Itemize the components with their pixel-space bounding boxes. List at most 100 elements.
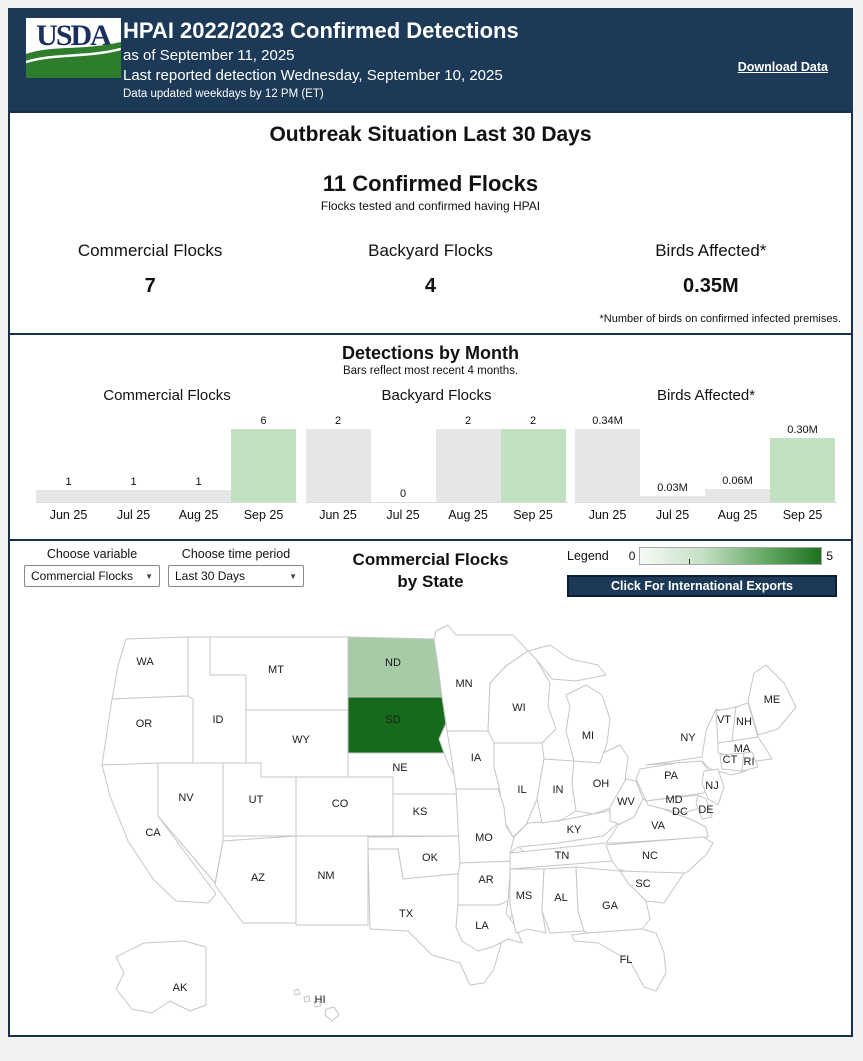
state-hi[interactable] bbox=[313, 1000, 322, 1008]
legend-label: Legend bbox=[567, 549, 609, 563]
state-label-ca: CA bbox=[145, 827, 161, 839]
download-data-link[interactable]: Download Data bbox=[737, 60, 828, 74]
state-label-wi: WI bbox=[512, 702, 525, 714]
state-label-sc: SC bbox=[635, 878, 650, 890]
bar-chart: 0.34M 0.03M 0.06M 0.30M bbox=[575, 410, 837, 503]
state-label-wy: WY bbox=[292, 734, 310, 746]
state-label-nd: ND bbox=[385, 657, 401, 669]
state-label-va: VA bbox=[651, 820, 666, 832]
bar-chart: 1 1 1 6 bbox=[36, 410, 298, 503]
chart-title: Commercial Flocks bbox=[103, 387, 231, 404]
detections-section: Detections by Month Bars reflect most re… bbox=[8, 333, 853, 541]
time-period-select[interactable]: Last 30 Days ▼ bbox=[168, 565, 304, 587]
state-label-or: OR bbox=[136, 718, 153, 730]
state-label-la: LA bbox=[475, 920, 489, 932]
state-hi[interactable] bbox=[324, 1006, 340, 1022]
state-label-sd: SD bbox=[385, 714, 400, 726]
bar-value-label: 1 bbox=[65, 476, 72, 488]
state-label-ky: KY bbox=[567, 824, 582, 836]
us-choropleth-map[interactable]: WA OR CA NV ID MT WY UT AZ NM CO ND SD NE KS OK TX MN IA MO… bbox=[58, 611, 808, 1029]
bar[interactable] bbox=[101, 490, 166, 502]
state-label-id: ID bbox=[213, 714, 224, 726]
month-tick-label: Jul 25 bbox=[116, 508, 151, 522]
map-controls: Choose variable Commercial Flocks ▼ Choo… bbox=[10, 541, 851, 611]
state-va[interactable] bbox=[605, 798, 709, 844]
bar[interactable] bbox=[435, 429, 501, 502]
state-label-ks: KS bbox=[413, 806, 428, 818]
state-or[interactable] bbox=[101, 695, 194, 766]
state-hi[interactable] bbox=[293, 988, 301, 996]
state-ak[interactable] bbox=[115, 940, 207, 1014]
state-mi-up[interactable] bbox=[527, 644, 607, 682]
bar[interactable] bbox=[705, 489, 770, 502]
charts-row: Commercial Flocks 1 1 1 6 Jun 25 Jul 25 Aug 2… bbox=[10, 377, 851, 522]
state-la[interactable] bbox=[455, 900, 523, 952]
month-tick-label: Sep 25 bbox=[513, 508, 553, 522]
state-ga[interactable] bbox=[575, 866, 651, 934]
bar[interactable] bbox=[640, 496, 705, 502]
state-label-nh: NH bbox=[736, 716, 752, 728]
state-label-fl: FL bbox=[620, 954, 633, 966]
state-mo[interactable] bbox=[455, 788, 529, 864]
legend-gradient bbox=[639, 547, 823, 565]
dashboard: USDA HPAI 2022/2023 Confirmed Detections… bbox=[8, 8, 853, 1037]
state-ri[interactable] bbox=[741, 751, 759, 772]
state-nc[interactable] bbox=[605, 836, 714, 876]
confirmed-flocks-subtitle: Flocks tested and confirmed having HPAI bbox=[320, 199, 541, 213]
state-label-ny: NY bbox=[680, 732, 696, 744]
bar-value-label: 0 bbox=[399, 488, 407, 500]
bar-column: 0.06M bbox=[705, 475, 770, 502]
state-mi[interactable] bbox=[565, 684, 611, 764]
bar[interactable] bbox=[575, 429, 640, 502]
state-label-ma: MA bbox=[734, 743, 751, 755]
state-label-ia: IA bbox=[471, 752, 482, 764]
bar-column: 0.03M bbox=[640, 482, 705, 502]
state-label-il: IL bbox=[517, 784, 526, 796]
stat-value: 7 bbox=[144, 275, 156, 297]
bar[interactable] bbox=[770, 438, 835, 502]
state-me[interactable] bbox=[747, 664, 797, 736]
state-de[interactable] bbox=[695, 794, 713, 820]
state-nj[interactable] bbox=[701, 768, 725, 806]
variable-control: Choose variable Commercial Flocks ▼ bbox=[24, 547, 160, 587]
chevron-down-icon: ▼ bbox=[145, 571, 153, 581]
bar[interactable] bbox=[305, 429, 371, 502]
state-hi[interactable] bbox=[303, 995, 311, 1003]
state-label-wa: WA bbox=[136, 656, 154, 668]
update-note: Data updated weekdays by 12 PM (ET) bbox=[123, 88, 324, 100]
stat-value: 0.35M bbox=[683, 275, 739, 297]
stat-label: Birds Affected* bbox=[655, 241, 767, 260]
state-label-ms: MS bbox=[516, 890, 533, 902]
state-label-mt: MT bbox=[268, 664, 284, 676]
month-axis: Jun 25 Jul 25 Aug 25 Sep 25 bbox=[36, 503, 298, 522]
state-fl[interactable] bbox=[571, 928, 667, 992]
bar[interactable] bbox=[36, 490, 101, 502]
state-label-mo: MO bbox=[475, 832, 493, 844]
state-label-pa: PA bbox=[664, 770, 679, 782]
variable-select-value: Commercial Flocks bbox=[31, 569, 134, 583]
month-tick-label: Aug 25 bbox=[717, 508, 758, 522]
state-label-mn: MN bbox=[455, 678, 472, 690]
usda-logo: USDA bbox=[26, 18, 121, 78]
state-label-ri: RI bbox=[744, 756, 755, 768]
legend-min: 0 bbox=[628, 549, 636, 563]
state-nm[interactable] bbox=[295, 835, 369, 926]
birds-footnote: *Number of birds on confirmed infected p… bbox=[599, 313, 842, 325]
state-wa[interactable] bbox=[111, 636, 189, 700]
detections-title: Detections by Month bbox=[341, 343, 519, 363]
bar[interactable] bbox=[500, 429, 566, 502]
month-axis: Jun 25 Jul 25 Aug 25 Sep 25 bbox=[575, 503, 837, 522]
bar[interactable] bbox=[231, 429, 296, 502]
bar-value-label: 2 bbox=[464, 415, 472, 427]
international-exports-button[interactable]: Click For International Exports bbox=[567, 575, 837, 597]
state-ks[interactable] bbox=[392, 793, 464, 837]
variable-select[interactable]: Commercial Flocks ▼ bbox=[24, 565, 160, 587]
state-az[interactable] bbox=[214, 835, 297, 924]
map-section: Choose variable Commercial Flocks ▼ Choo… bbox=[8, 539, 853, 1037]
bar-column: 2 bbox=[435, 415, 501, 502]
bar[interactable] bbox=[166, 490, 231, 502]
state-label-md: MD bbox=[665, 794, 682, 806]
state-label-nc: NC bbox=[642, 850, 658, 862]
bar-value-label: 0.03M bbox=[657, 482, 688, 494]
